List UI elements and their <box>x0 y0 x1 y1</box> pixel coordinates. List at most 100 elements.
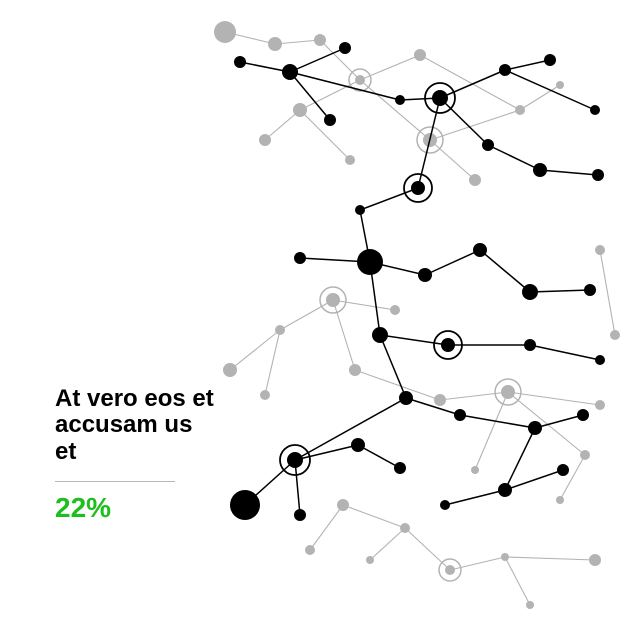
network-node <box>351 438 365 452</box>
network-node <box>590 105 600 115</box>
network-edge <box>505 557 595 560</box>
network-edge <box>290 72 400 100</box>
network-edge <box>505 557 530 605</box>
network-edge <box>488 145 540 170</box>
network-node <box>440 500 450 510</box>
network-node <box>544 54 556 66</box>
network-edge <box>600 250 615 335</box>
network-node <box>259 134 271 146</box>
network-edge <box>295 398 406 460</box>
network-node <box>339 42 351 54</box>
network-edge <box>360 55 420 80</box>
network-node <box>595 400 605 410</box>
network-node <box>399 391 413 405</box>
network-edge <box>440 98 488 145</box>
network-node <box>498 483 512 497</box>
network-edge <box>505 70 595 110</box>
network-edge <box>310 505 343 550</box>
network-node <box>282 64 298 80</box>
network-node <box>524 339 536 351</box>
network-edge <box>445 490 505 505</box>
network-node <box>372 327 388 343</box>
network-edge <box>505 60 550 70</box>
network-node <box>305 545 315 555</box>
network-node <box>394 462 406 474</box>
layer-foreground <box>230 42 605 521</box>
network-node <box>314 34 326 46</box>
layer-background <box>214 21 620 609</box>
network-node <box>355 205 365 215</box>
network-node <box>454 409 466 421</box>
network-edge <box>430 110 520 140</box>
network-edge <box>280 300 333 330</box>
network-edge <box>380 335 406 398</box>
network-node <box>533 163 547 177</box>
network-node <box>557 464 569 476</box>
network-node <box>287 452 303 468</box>
network-node <box>326 293 340 307</box>
network-edge <box>425 250 480 275</box>
network-node <box>445 565 455 575</box>
network-node <box>482 139 494 151</box>
network-node <box>580 450 590 460</box>
network-edge <box>530 290 590 292</box>
network-node <box>515 105 525 115</box>
network-node <box>214 21 236 43</box>
network-node <box>441 338 455 352</box>
network-node <box>414 49 426 61</box>
headline-text: At vero eos et accusam us et <box>55 386 215 465</box>
network-node <box>293 103 307 117</box>
network-node <box>411 181 425 195</box>
network-edge <box>360 80 430 140</box>
network-node <box>577 409 589 421</box>
network-node <box>522 284 538 300</box>
network-node <box>223 363 237 377</box>
network-edge <box>406 398 460 415</box>
network-node <box>355 75 365 85</box>
network-node <box>434 394 446 406</box>
network-node <box>501 553 509 561</box>
network-node <box>501 385 515 399</box>
network-edge <box>560 455 585 500</box>
network-node <box>294 509 306 521</box>
network-edge <box>295 460 300 515</box>
divider-line <box>55 481 175 482</box>
network-edge <box>343 505 405 528</box>
network-node <box>395 95 405 105</box>
network-node <box>499 64 511 76</box>
network-edge <box>430 140 475 180</box>
caption-block: At vero eos et accusam us et 22% <box>55 386 215 524</box>
network-node <box>592 169 604 181</box>
network-node <box>469 174 481 186</box>
network-edge <box>290 48 345 72</box>
stat-value: 22% <box>55 492 215 524</box>
network-node <box>349 364 361 376</box>
network-edge <box>440 70 505 98</box>
network-node <box>584 284 596 296</box>
network-node <box>294 252 306 264</box>
network-node <box>471 466 479 474</box>
network-node <box>357 249 383 275</box>
network-node <box>337 499 349 511</box>
network-edge <box>530 345 600 360</box>
network-diagram <box>0 0 626 626</box>
network-edge <box>540 170 598 175</box>
network-node <box>526 601 534 609</box>
network-node <box>390 305 400 315</box>
network-node <box>432 90 448 106</box>
network-edge <box>333 300 355 370</box>
network-node <box>260 390 270 400</box>
network-node <box>268 37 282 51</box>
network-edge <box>405 528 450 570</box>
network-node <box>610 330 620 340</box>
network-node <box>556 81 564 89</box>
network-edge <box>358 445 400 468</box>
network-edge <box>520 85 560 110</box>
network-edge <box>355 370 440 400</box>
network-edge <box>480 250 530 292</box>
network-node <box>418 268 432 282</box>
network-node <box>275 325 285 335</box>
network-edge <box>535 415 583 428</box>
network-node <box>595 245 605 255</box>
network-node <box>589 554 601 566</box>
